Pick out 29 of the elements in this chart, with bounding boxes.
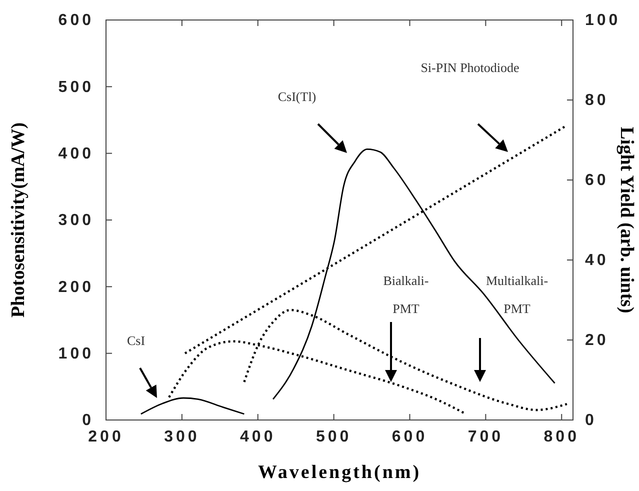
y-tick-label: 300: [58, 212, 94, 230]
x-tick-label: 400: [240, 428, 276, 446]
x-tick-label: 500: [316, 428, 352, 446]
x-axis-title: Wavelength(nm): [258, 462, 422, 483]
y-tick-label: 200: [58, 278, 94, 296]
y-tick-label: 600: [58, 12, 94, 30]
y-tick-label: 0: [82, 412, 94, 430]
y-tick-label: 100: [58, 345, 94, 362]
y2-tick-label: 100: [585, 12, 621, 30]
x-tick-label: 800: [544, 428, 580, 446]
y2-axis-title: Light Yield (arb. uints): [616, 126, 637, 314]
x-tick-label: 700: [468, 428, 504, 446]
y2-tick-label: 60: [585, 172, 609, 190]
annotation: Multialkali-PMT: [486, 273, 548, 316]
annotation: CsI: [126, 333, 146, 348]
annotation: Bialkali-PMT: [383, 273, 429, 316]
x-tick-label: 200: [88, 428, 124, 446]
y2-tick-label: 40: [585, 252, 609, 270]
y2-tick-label: 0: [585, 412, 597, 430]
annotation: Si-PIN Photodiode: [420, 60, 520, 75]
x-tick-label: 300: [164, 428, 200, 446]
x-tick-label: 600: [392, 428, 428, 446]
y-tick-label: 400: [58, 145, 94, 162]
y-tick-label: 500: [58, 78, 94, 96]
y2-tick-label: 20: [585, 332, 609, 350]
y2-tick-label: 80: [585, 92, 609, 110]
annotation: CsI(Tl): [278, 89, 316, 104]
line-series: [140, 397, 245, 415]
y-axis-title: Photosensitivity(mA/W): [8, 122, 29, 318]
